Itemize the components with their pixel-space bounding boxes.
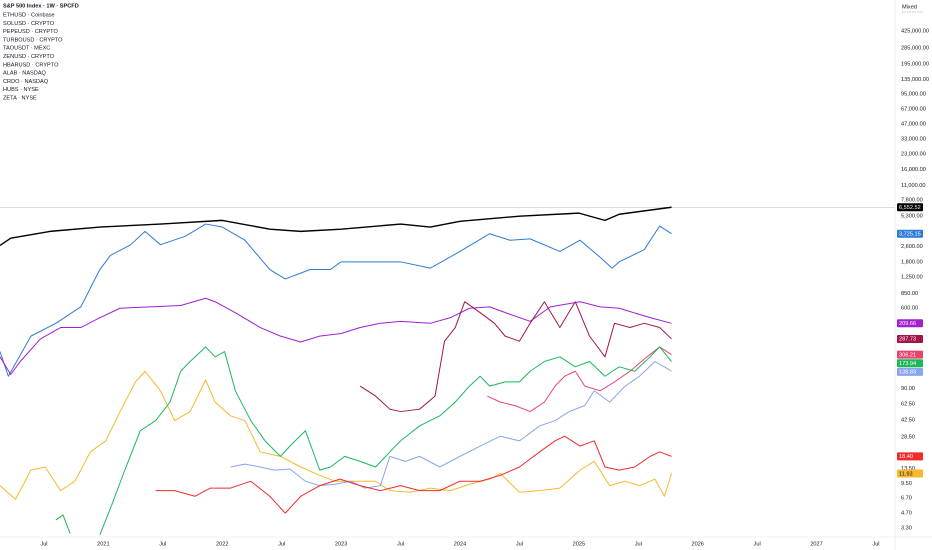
legend-entry: ETHUSD · Coinbase xyxy=(3,12,55,18)
x-tick-label: Jul xyxy=(159,541,166,547)
price-badge xyxy=(897,319,923,328)
y-tick-label: 9.50 xyxy=(901,481,912,487)
currency-label: Mixed xyxy=(902,4,917,10)
y-tick-label: 425,000.00 xyxy=(901,28,929,34)
legend-entry: TURBOUSD · CRYPTO xyxy=(3,37,63,43)
price-badges: 6,552.52 3,725.15 209.66 287.73 306.21 173.94… xyxy=(897,203,923,478)
series-line xyxy=(359,301,672,413)
legend-entry: HBARUSD · CRYPTO xyxy=(3,62,59,68)
y-tick-label: 67,000.00 xyxy=(901,107,926,113)
price-badge xyxy=(897,334,923,343)
x-tick-label: Jul xyxy=(40,541,47,547)
x-tick-label: 2025 xyxy=(573,541,585,547)
x-tick-label: Jul xyxy=(397,541,404,547)
y-tick-label: 33,000.00 xyxy=(901,136,926,142)
x-tick-label: 2021 xyxy=(97,541,109,547)
legend-entry: ALAB · NASDAQ xyxy=(3,71,47,77)
y-tick-label: 1,250.00 xyxy=(901,275,923,281)
y-tick-label: 11,000.00 xyxy=(901,183,925,189)
legend-entry: PEPEUSD · CRYPTO xyxy=(3,29,58,35)
x-tick-label: Jul xyxy=(754,541,761,547)
y-tick-label: 3.30 xyxy=(901,526,912,532)
y-tick-label: 5,300.00 xyxy=(901,214,923,220)
price-badge xyxy=(897,452,923,461)
x-tick-label: Jul xyxy=(516,541,523,547)
y-tick-label: 42.50 xyxy=(901,418,915,424)
series-line xyxy=(0,370,673,500)
legend-entry: TAOUSDT · MEXC xyxy=(3,46,50,52)
x-tick-label: Jul xyxy=(278,541,285,547)
price-badge xyxy=(897,350,923,359)
price-badge xyxy=(897,469,923,478)
legend-entry: HUBS · NYSE xyxy=(3,87,39,93)
y-tick-label: 600.00 xyxy=(901,306,918,312)
price-badge-label: 3,725.15 xyxy=(899,232,921,238)
y-tick-label: 47,000.00 xyxy=(901,121,926,127)
price-badge-label: 209.66 xyxy=(899,321,916,327)
legend-entry: CRDO · NASDAQ xyxy=(3,79,49,85)
series-line xyxy=(55,514,71,534)
y-tick-label: 6.70 xyxy=(901,496,912,502)
price-badge-label: 11.93 xyxy=(899,471,913,477)
y-tick-label: 13.50 xyxy=(901,466,915,472)
price-badge xyxy=(897,359,923,368)
legend-entry: SOLUSD · CRYPTO xyxy=(3,21,55,27)
series-line xyxy=(0,223,672,377)
series-line xyxy=(0,297,672,376)
y-tick-label: 23,000.00 xyxy=(901,152,926,158)
x-tick-label: 2027 xyxy=(810,541,822,547)
x-tick-label: Jul xyxy=(872,541,879,547)
y-tick-label: 16,000.00 xyxy=(901,167,926,173)
y-tick-label: 135,000.00 xyxy=(901,77,929,83)
legend-entry: ZETA · NYSE xyxy=(3,95,37,101)
plot-area xyxy=(0,206,895,536)
x-tick-label: 2026 xyxy=(691,541,703,547)
x-tick-label: 2023 xyxy=(335,541,347,547)
price-badge-label: 173.94 xyxy=(899,361,916,367)
x-tick-label: 2024 xyxy=(454,541,466,547)
y-tick-label: 4.70 xyxy=(901,511,912,517)
y-tick-label: 285,000.00 xyxy=(901,45,929,51)
chart-title: S&P 500 Index · 1W · SPCFD xyxy=(3,3,79,9)
series-line xyxy=(0,206,672,247)
series-line xyxy=(230,361,672,489)
x-tick-label: 2022 xyxy=(216,541,228,547)
series-line xyxy=(155,435,672,514)
y-tick-label: 1,800.00 xyxy=(901,259,923,265)
legend-entry: ZENUSD · CRYPTO xyxy=(3,54,55,60)
price-badge-label: 306.21 xyxy=(899,352,916,358)
y-tick-label: 2,600.00 xyxy=(901,244,923,250)
price-badge xyxy=(897,229,923,238)
price-badge-label: 287.73 xyxy=(899,337,916,343)
y-tick-label: 95,000.00 xyxy=(901,92,926,98)
y-tick-label: 62.50 xyxy=(901,401,915,407)
x-tick-label: Jul xyxy=(635,541,642,547)
legend: S&P 500 Index · 1W · SPCFD ETHUSD · Coin… xyxy=(3,3,79,101)
price-badge-label: 18.40 xyxy=(899,454,913,460)
price-badge-label: 138.83 xyxy=(899,370,916,376)
price-badge xyxy=(897,367,923,376)
series-line xyxy=(99,346,672,536)
y-tick-label: 90.00 xyxy=(901,386,915,392)
series-line xyxy=(487,346,672,413)
y-tick-label: 850.00 xyxy=(901,291,918,297)
y-tick-label: 195,000.00 xyxy=(901,61,929,67)
y-tick-label: 7,800.00 xyxy=(901,197,923,203)
y-tick-label: 28.50 xyxy=(901,434,915,440)
price-badge-label: 6,552.52 xyxy=(899,205,921,211)
price-badge xyxy=(897,203,923,212)
